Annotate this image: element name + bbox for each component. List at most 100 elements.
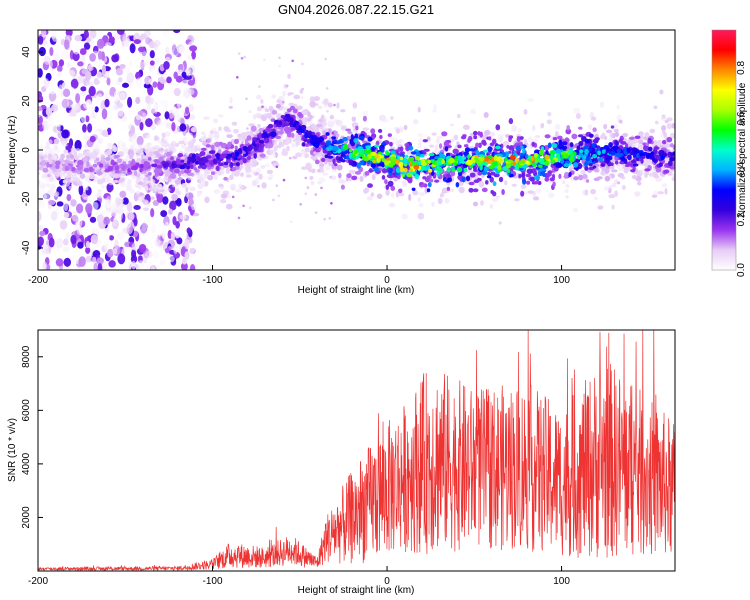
spectrogram-cell xyxy=(45,106,53,117)
spectrogram-cell xyxy=(43,55,51,65)
spectrogram-cell xyxy=(568,171,572,178)
spectrogram-cell xyxy=(163,60,170,70)
spectrogram-cell xyxy=(182,257,187,265)
spectrogram-cell xyxy=(457,144,462,149)
spectrogram-cell xyxy=(236,169,241,173)
spectrogram-cell xyxy=(187,140,195,147)
spectrogram-cell xyxy=(105,202,112,209)
spectrogram-cell xyxy=(310,155,317,160)
spectrogram-cell xyxy=(183,169,191,174)
spectrogram-cell xyxy=(565,184,570,188)
spectrogram-cell xyxy=(495,145,501,150)
spectrogram-cell xyxy=(55,164,60,170)
spectrogram-cell xyxy=(172,215,177,226)
spectrogram-cell xyxy=(175,220,180,229)
spectrogram-cell xyxy=(173,113,181,121)
spectrogram-cell xyxy=(71,254,76,265)
spectrogram-cell xyxy=(151,163,158,168)
spectrogram-cell xyxy=(240,172,244,177)
spectrogram-cell xyxy=(129,144,134,151)
spectrogram-cell xyxy=(108,36,115,43)
spectrogram-cell xyxy=(483,112,489,118)
spectrogram-cell xyxy=(573,176,579,181)
spectrogram-cell xyxy=(108,111,113,123)
spectrogram-cell xyxy=(53,220,60,230)
spectrogram-cell xyxy=(118,262,125,270)
spectrogram-cell xyxy=(118,76,123,83)
spectrogram-cell xyxy=(135,162,140,168)
spectrogram-cell xyxy=(223,161,229,166)
spectrogram-cell xyxy=(557,135,563,140)
spectrogram-cell xyxy=(70,199,77,207)
spectrogram-cell xyxy=(291,132,295,138)
spectrogram-cell xyxy=(186,165,191,170)
spectrogram-cell xyxy=(61,143,68,147)
spectrogram-cell xyxy=(428,168,433,173)
spectrogram-cell xyxy=(617,164,624,172)
spectrogram-cell xyxy=(263,131,268,137)
spectrogram-cell xyxy=(406,175,412,182)
spectrogram-cell xyxy=(122,227,130,234)
spectrogram-cell xyxy=(520,184,527,190)
spectrogram-cell xyxy=(590,188,597,195)
spectrogram-cell xyxy=(317,105,323,110)
spectrogram-cell xyxy=(237,136,244,141)
spectrogram-cell xyxy=(103,216,111,226)
spectrogram-cell xyxy=(619,119,623,124)
spectrogram-cell xyxy=(116,30,125,35)
spectrogram-cell xyxy=(657,191,664,195)
spectrogram-cell xyxy=(234,145,238,150)
spectrogram-cell xyxy=(242,145,248,152)
spectrogram-cell xyxy=(604,168,610,175)
spectrogram-cell xyxy=(329,175,333,179)
spectrogram-cell xyxy=(82,212,88,220)
spectrogram-cell xyxy=(521,173,526,178)
spectrogram-cell xyxy=(101,156,106,162)
spectrogram-cell xyxy=(501,188,505,196)
spectrogram-cell xyxy=(164,111,170,120)
spectrogram-cell xyxy=(200,147,207,151)
spectrogram-cell xyxy=(594,137,600,141)
spectrogram-cell xyxy=(198,177,205,184)
spectrogram-cell xyxy=(220,142,227,149)
spectrogram-cell xyxy=(83,228,92,237)
spectrogram-cell xyxy=(68,177,74,183)
spectrogram-cell xyxy=(166,76,172,84)
spectrogram-cell xyxy=(93,148,100,155)
spectrogram-cell xyxy=(548,192,555,199)
spectrogram-cell xyxy=(40,182,46,189)
spectrogram-cell xyxy=(236,76,239,79)
spectrogram-cell xyxy=(285,135,290,142)
spectrogram-cell xyxy=(600,163,606,167)
spectrogram-cell xyxy=(173,244,178,255)
spectrogram-cell xyxy=(180,262,188,270)
spectrogram-cell xyxy=(174,187,179,193)
spectrogram-cell xyxy=(486,175,492,179)
spectrogram-cell xyxy=(320,186,323,190)
spectrogram-cell xyxy=(80,113,87,123)
spectrogram-cell xyxy=(418,137,423,144)
spectrogram-cell xyxy=(433,104,437,111)
spectrogram-cell xyxy=(426,136,431,141)
spectrogram-cell xyxy=(449,188,455,192)
spectrogram-cell xyxy=(46,209,52,217)
spectrogram-cell xyxy=(89,135,96,143)
spectrogram-cell xyxy=(51,168,58,173)
spectrogram-cell xyxy=(113,89,122,101)
spectrogram-cell xyxy=(257,123,261,128)
spectrogram-cell xyxy=(478,180,485,188)
spectrogram-cell xyxy=(38,196,43,204)
spectrogram-cell xyxy=(116,231,125,240)
spectrogram-cell xyxy=(127,96,133,108)
spectrogram-cell xyxy=(116,105,124,117)
spectrogram-cell xyxy=(139,121,144,131)
spectrogram-cell xyxy=(150,266,156,270)
spectrogram-cell xyxy=(498,158,504,164)
spectrogram-cell xyxy=(282,100,285,104)
spectrogram-cell xyxy=(145,250,153,259)
spectrogram-cell xyxy=(651,194,658,198)
spectrogram-cell xyxy=(213,189,221,194)
spectrogram-cell xyxy=(43,78,50,89)
spectrogram-cell xyxy=(156,153,162,157)
spectrogram-cell xyxy=(204,181,209,187)
